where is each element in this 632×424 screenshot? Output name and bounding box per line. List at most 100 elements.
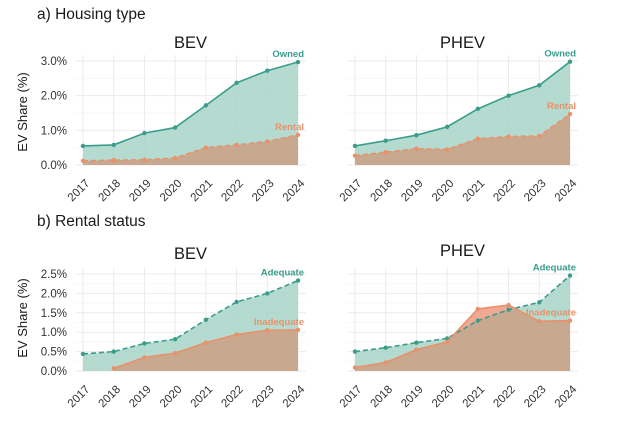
y-tick-label: 1.0% [41,327,67,339]
line-owned [82,61,299,147]
point-adequate-2020 [444,336,450,341]
point-rental-2017 [80,158,86,164]
point-owned-2024 [295,59,301,65]
point-rental-2023 [265,139,270,144]
point-inadequate-2021 [475,306,481,312]
point-inadequate-2024 [295,327,301,333]
y-tick-label: 0.5% [41,347,67,359]
point-rental-2020 [172,155,178,161]
x-tick-label: 2019 [399,384,426,411]
x-tick-label: 2023 [250,384,277,411]
x-tick-label: 2023 [250,178,277,205]
point-rental-2023 [537,133,542,139]
area-inadequate [113,329,298,371]
x-tick-label: 2022 [219,384,246,411]
point-owned-2018 [111,142,116,148]
x-tick-label: 2017 [66,178,93,205]
section-title-housing-type: a) Housing type [37,6,146,23]
x-tick-label: 2024 [553,383,580,410]
point-owned-2017 [80,143,86,149]
x-tick-label: 2024 [281,383,308,410]
point-rental-2018 [383,149,388,155]
point-adequate-2021 [203,317,209,322]
point-adequate-2017 [80,351,86,357]
series-label-rental: Rental [275,122,304,133]
area-rental [355,114,570,165]
point-owned-2017 [352,143,358,149]
x-tick-label: 2018 [369,178,396,205]
point-adequate-2019 [142,341,147,346]
y-tick-label: 2.5% [41,269,67,281]
point-rental-2022 [506,134,511,139]
x-tick-label: 2020 [430,178,457,205]
x-tick-label: 2017 [338,178,365,205]
point-rental-2018 [111,157,116,163]
y-tick-label: 2.0% [41,288,67,300]
point-adequate-2017 [352,349,358,354]
x-tick-label: 2022 [219,178,246,205]
point-owned-2020 [172,125,178,130]
point-rental-2019 [414,146,419,151]
x-tick-label: 2019 [399,178,426,205]
point-inadequate-2019 [414,347,419,352]
point-adequate-2022 [506,307,511,312]
point-adequate-2024 [567,273,573,278]
point-owned-2022 [506,93,511,98]
point-owned-2019 [142,130,147,136]
y-tick-label: 2.0% [41,91,67,103]
point-inadequate-2018 [111,366,116,371]
area-inadequate [355,305,570,371]
point-adequate-2023 [265,291,270,296]
area-owned [83,62,298,165]
area-rental [83,134,298,165]
point-owned-2021 [475,106,481,112]
point-rental-2019 [142,157,147,162]
x-tick-label: 2017 [338,384,365,411]
section-title-rental-status: b) Rental status [37,213,146,230]
point-rental-2021 [475,136,481,141]
point-adequate-2018 [111,349,116,354]
y-axis-label-bottom: EV Share (%) [15,278,30,357]
x-tick-label: 2020 [430,384,457,411]
line-owned [354,61,571,147]
x-tick-label: 2022 [491,384,518,411]
point-inadequate-2018 [383,360,388,365]
x-tick-label: 2020 [158,178,185,205]
point-owned-2022 [234,80,239,86]
panel-title: PHEV [440,34,485,52]
series-label-adequate: Adequate [261,268,304,279]
y-tick-label: 1.0% [41,125,67,137]
point-adequate-2018 [383,345,388,350]
point-inadequate-2023 [265,328,270,333]
series-label-inadequate: Inadequate [254,317,304,328]
panel-rental-bev: Adequate Inadequate BEV 0.0% 0.5% 1.0% 1.5% 2.0… [41,245,308,410]
x-tick-label: 2024 [281,177,308,204]
y-tick-label: 3.0% [41,56,67,68]
point-owned-2019 [414,132,419,138]
panel-title: PHEV [440,242,485,260]
x-tick-label: 2021 [189,178,216,205]
point-rental-2020 [444,147,450,152]
point-inadequate-2023 [537,319,542,324]
x-tick-label: 2018 [369,384,396,411]
x-tick-label: 2024 [553,177,580,204]
point-inadequate-2021 [203,340,209,345]
x-tick-label: 2023 [522,178,549,205]
line-rental [82,134,299,162]
x-tick-label: 2021 [189,384,216,411]
point-owned-2024 [567,59,573,64]
point-adequate-2024 [295,278,301,283]
point-rental-2024 [567,111,573,117]
x-tick-label: 2017 [66,384,93,411]
panel-title: BEV [174,245,207,263]
x-tick-label: 2019 [127,178,154,205]
line-adequate [354,274,571,353]
point-adequate-2021 [475,318,481,323]
point-inadequate-2019 [142,355,147,360]
x-tick-label: 2021 [461,384,488,411]
point-owned-2023 [537,83,542,88]
y-tick-label: 1.5% [41,308,67,320]
